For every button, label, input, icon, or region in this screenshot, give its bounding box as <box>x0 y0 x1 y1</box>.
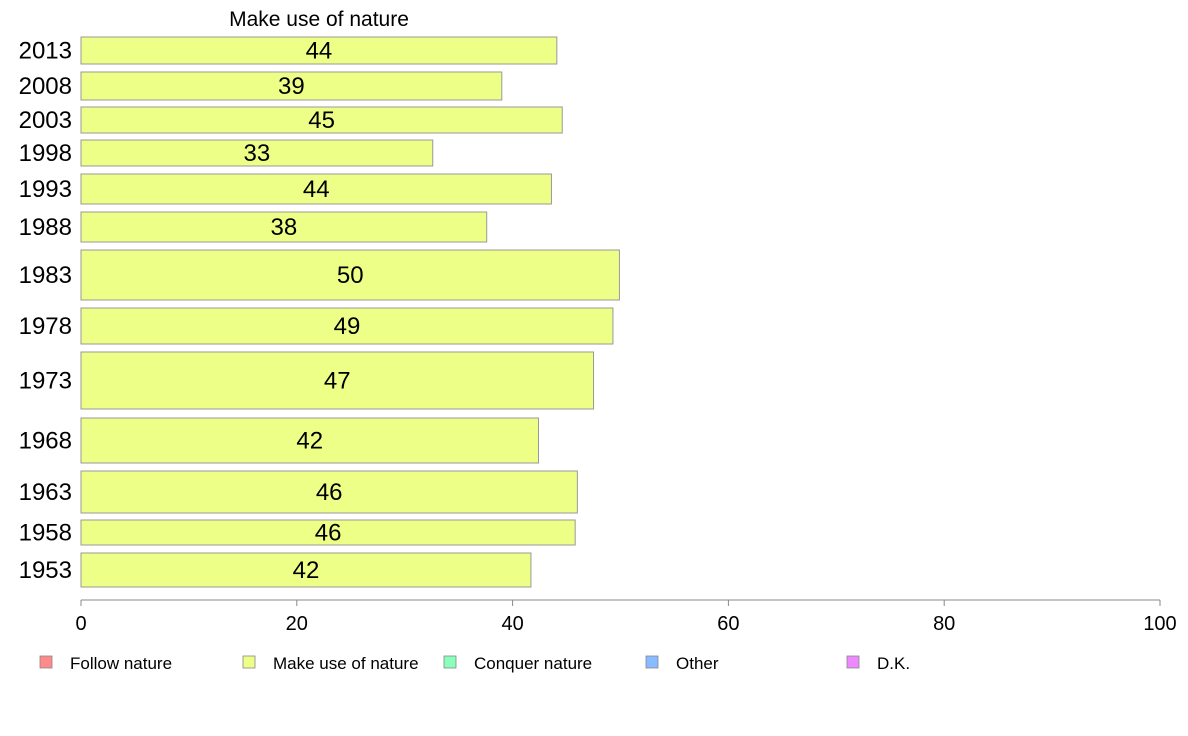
legend-label: D.K. <box>877 654 910 673</box>
legend-swatch <box>443 655 457 669</box>
x-tick-label: 0 <box>75 613 86 635</box>
data-label: 38 <box>271 214 298 241</box>
bar <box>80 106 563 134</box>
bar <box>80 211 488 243</box>
bar <box>80 307 614 345</box>
data-label: 44 <box>306 38 333 65</box>
y-tick-label: 1998 <box>19 140 72 167</box>
y-tick-label: 1973 <box>19 368 72 395</box>
data-label: 46 <box>316 479 343 506</box>
legend: Follow nature Make use of nature Conquer n… <box>39 654 910 673</box>
y-tick-label: 1953 <box>19 557 72 584</box>
legend-label: Follow nature <box>70 654 172 673</box>
data-label: 50 <box>337 262 364 289</box>
data-label: 44 <box>303 176 330 203</box>
bar <box>80 139 434 167</box>
x-tick-label: 80 <box>933 613 955 635</box>
legend-label: Make use of nature <box>273 654 419 673</box>
x-axis: 0 20 40 60 80 100 <box>75 599 1177 635</box>
data-label: 42 <box>296 428 323 455</box>
data-label: 42 <box>293 557 320 584</box>
bar <box>80 249 620 301</box>
legend-swatch <box>645 655 659 669</box>
y-tick-label: 2013 <box>19 38 72 65</box>
y-tick-label: 1963 <box>19 479 72 506</box>
y-tick-label: 2003 <box>19 107 72 134</box>
legend-swatch <box>39 655 53 669</box>
chart-title: Make use of nature <box>229 8 409 31</box>
y-tick-label: 1968 <box>19 428 72 455</box>
data-label: 49 <box>334 313 361 340</box>
data-label: 46 <box>315 520 342 547</box>
legend-label: Conquer nature <box>474 654 592 673</box>
legend-label: Other <box>676 654 719 673</box>
bar <box>80 470 578 514</box>
y-tick-label: 1993 <box>19 176 72 203</box>
legend-swatch <box>242 655 256 669</box>
y-tick-label: 1958 <box>19 520 72 547</box>
bars-layer: 2013 44 2008 39 2003 45 1998 33 1993 44 1988 38 1983… <box>19 36 620 588</box>
bar <box>80 351 595 410</box>
x-tick-label: 40 <box>501 613 523 635</box>
x-tick-label: 100 <box>1143 613 1176 635</box>
data-label: 33 <box>244 140 271 167</box>
legend-swatch <box>846 655 860 669</box>
data-label: 45 <box>308 107 335 134</box>
x-tick-label: 60 <box>717 613 739 635</box>
y-tick-label: 2008 <box>19 73 72 100</box>
x-tick-label: 20 <box>286 613 308 635</box>
bar <box>80 173 552 205</box>
y-tick-label: 1978 <box>19 313 72 340</box>
y-tick-label: 1988 <box>19 214 72 241</box>
data-label: 39 <box>278 73 305 100</box>
bar <box>80 519 576 546</box>
y-tick-label: 1983 <box>19 262 72 289</box>
bar <box>80 417 539 464</box>
bar <box>80 552 532 588</box>
data-label: 47 <box>324 368 351 395</box>
bar <box>80 71 503 101</box>
bar <box>80 36 558 65</box>
